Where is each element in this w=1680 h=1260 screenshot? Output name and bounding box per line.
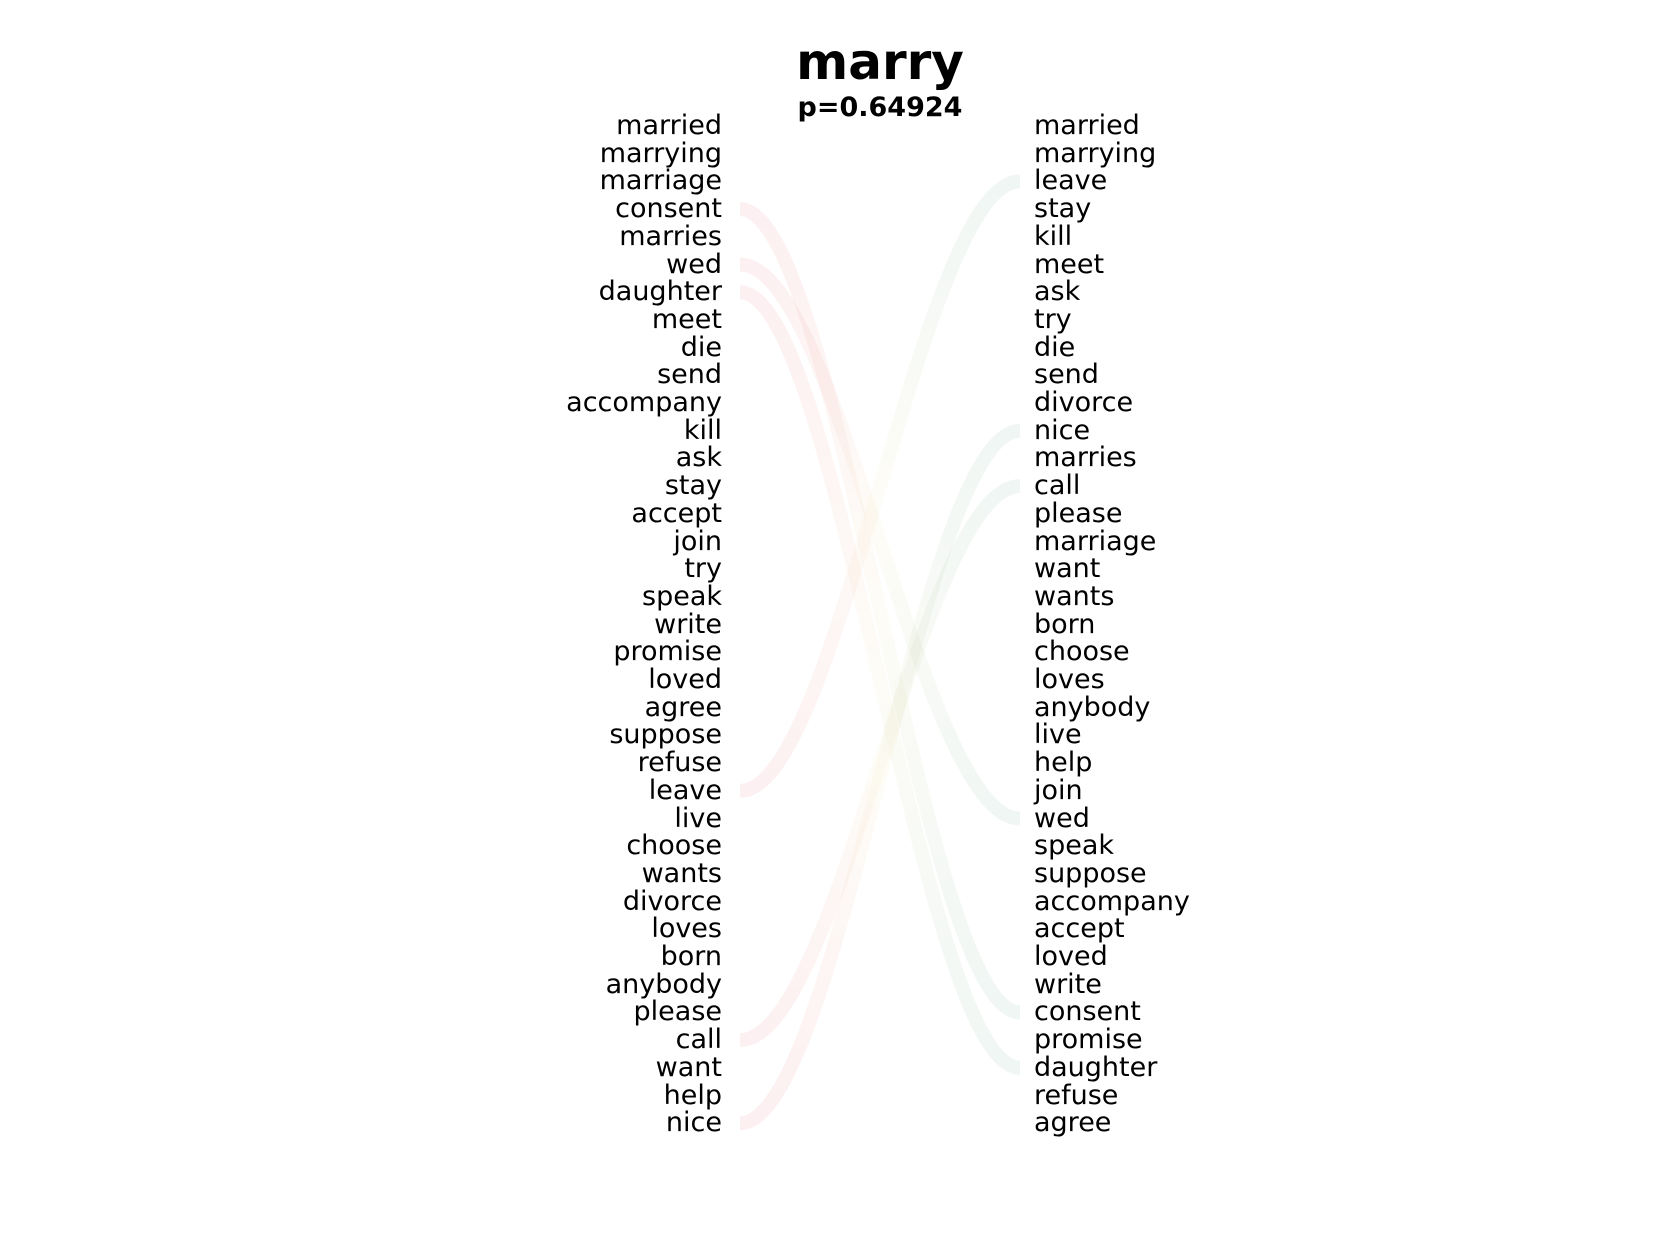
left-word: write bbox=[654, 608, 722, 640]
right-word: daughter bbox=[1034, 1051, 1158, 1083]
left-word: accompany bbox=[566, 387, 722, 418]
left-word: loves bbox=[651, 913, 722, 945]
right-word: accompany bbox=[1034, 885, 1190, 917]
alignment-link-path bbox=[738, 174, 1022, 798]
left-word: daughter bbox=[598, 276, 722, 308]
left-word: leave bbox=[648, 774, 722, 806]
left-word: refuse bbox=[637, 747, 722, 779]
right-word: accept bbox=[1034, 913, 1125, 945]
right-word: wed bbox=[1034, 802, 1090, 834]
left-word: loved bbox=[648, 664, 722, 695]
left-word: stay bbox=[664, 470, 722, 502]
right-word: want bbox=[1034, 553, 1101, 585]
alignment-link bbox=[738, 257, 1022, 826]
left-word: agree bbox=[644, 691, 722, 723]
right-word: meet bbox=[1034, 248, 1105, 280]
right-word: choose bbox=[1034, 636, 1130, 668]
left-word: marriage bbox=[599, 165, 722, 197]
alignment-link bbox=[738, 285, 1022, 1075]
right-word: loves bbox=[1034, 664, 1105, 695]
right-word: please bbox=[1034, 497, 1123, 529]
left-word: choose bbox=[626, 830, 722, 862]
right-word: die bbox=[1034, 331, 1076, 363]
right-word: nice bbox=[1034, 414, 1091, 446]
alignment-link-path bbox=[738, 285, 1022, 1075]
right-word: refuse bbox=[1034, 1079, 1119, 1111]
right-word: help bbox=[1034, 747, 1093, 779]
left-word: anybody bbox=[605, 968, 722, 1000]
right-word: live bbox=[1034, 719, 1082, 751]
left-word: meet bbox=[651, 303, 722, 335]
left-word: nice bbox=[665, 1107, 722, 1139]
right-word: marrying bbox=[1034, 137, 1157, 169]
left-word: send bbox=[657, 359, 722, 391]
right-word: anybody bbox=[1034, 691, 1151, 723]
left-word: ask bbox=[675, 442, 722, 474]
right-word: write bbox=[1034, 968, 1102, 1000]
diagram-subtitle: p=0.64924 bbox=[797, 92, 963, 123]
left-word: speak bbox=[642, 580, 722, 612]
right-word: call bbox=[1034, 470, 1081, 502]
left-word: live bbox=[674, 802, 722, 834]
right-word: speak bbox=[1034, 830, 1114, 862]
right-word: agree bbox=[1034, 1107, 1112, 1139]
right-word: consent bbox=[1034, 996, 1141, 1028]
left-word: call bbox=[675, 1024, 722, 1056]
right-word: marriage bbox=[1034, 525, 1157, 557]
right-word: divorce bbox=[1034, 387, 1134, 418]
right-word: suppose bbox=[1034, 857, 1147, 889]
left-word: marrying bbox=[599, 137, 722, 169]
alignment-link bbox=[738, 174, 1022, 798]
left-word: married bbox=[616, 110, 722, 141]
right-word: married bbox=[1034, 110, 1140, 141]
alignment-link-path bbox=[738, 257, 1022, 826]
left-word: wed bbox=[666, 248, 722, 280]
left-word: wants bbox=[641, 857, 722, 889]
right-word: promise bbox=[1034, 1024, 1143, 1056]
diagram-title: marry bbox=[796, 33, 964, 91]
alignment-link-path bbox=[738, 202, 1022, 1020]
alignment-link bbox=[738, 423, 1022, 1131]
left-word: want bbox=[655, 1051, 722, 1083]
right-word: marries bbox=[1034, 442, 1137, 474]
left-word: promise bbox=[613, 636, 722, 668]
left-word: divorce bbox=[622, 885, 722, 917]
right-word: send bbox=[1034, 359, 1099, 391]
left-word: consent bbox=[615, 193, 722, 225]
right-word: join bbox=[1034, 774, 1083, 806]
right-word: kill bbox=[1034, 220, 1073, 252]
left-word: born bbox=[660, 941, 722, 972]
right-word: try bbox=[1034, 303, 1072, 335]
right-word: born bbox=[1034, 608, 1096, 640]
left-word: accept bbox=[631, 497, 722, 529]
alignment-link bbox=[738, 202, 1022, 1020]
right-word: ask bbox=[1034, 276, 1081, 308]
left-word: kill bbox=[683, 414, 722, 446]
left-word: suppose bbox=[609, 719, 722, 751]
left-word: please bbox=[633, 996, 722, 1028]
right-word: stay bbox=[1034, 193, 1092, 225]
left-word: help bbox=[663, 1079, 722, 1111]
right-word: wants bbox=[1034, 580, 1115, 612]
right-word: loved bbox=[1034, 941, 1108, 972]
left-word: die bbox=[680, 331, 722, 363]
left-word: marries bbox=[619, 220, 722, 252]
alignment-link-path bbox=[738, 423, 1022, 1131]
right-word: leave bbox=[1034, 165, 1108, 197]
left-word: try bbox=[684, 553, 722, 585]
left-word: join bbox=[673, 525, 722, 557]
